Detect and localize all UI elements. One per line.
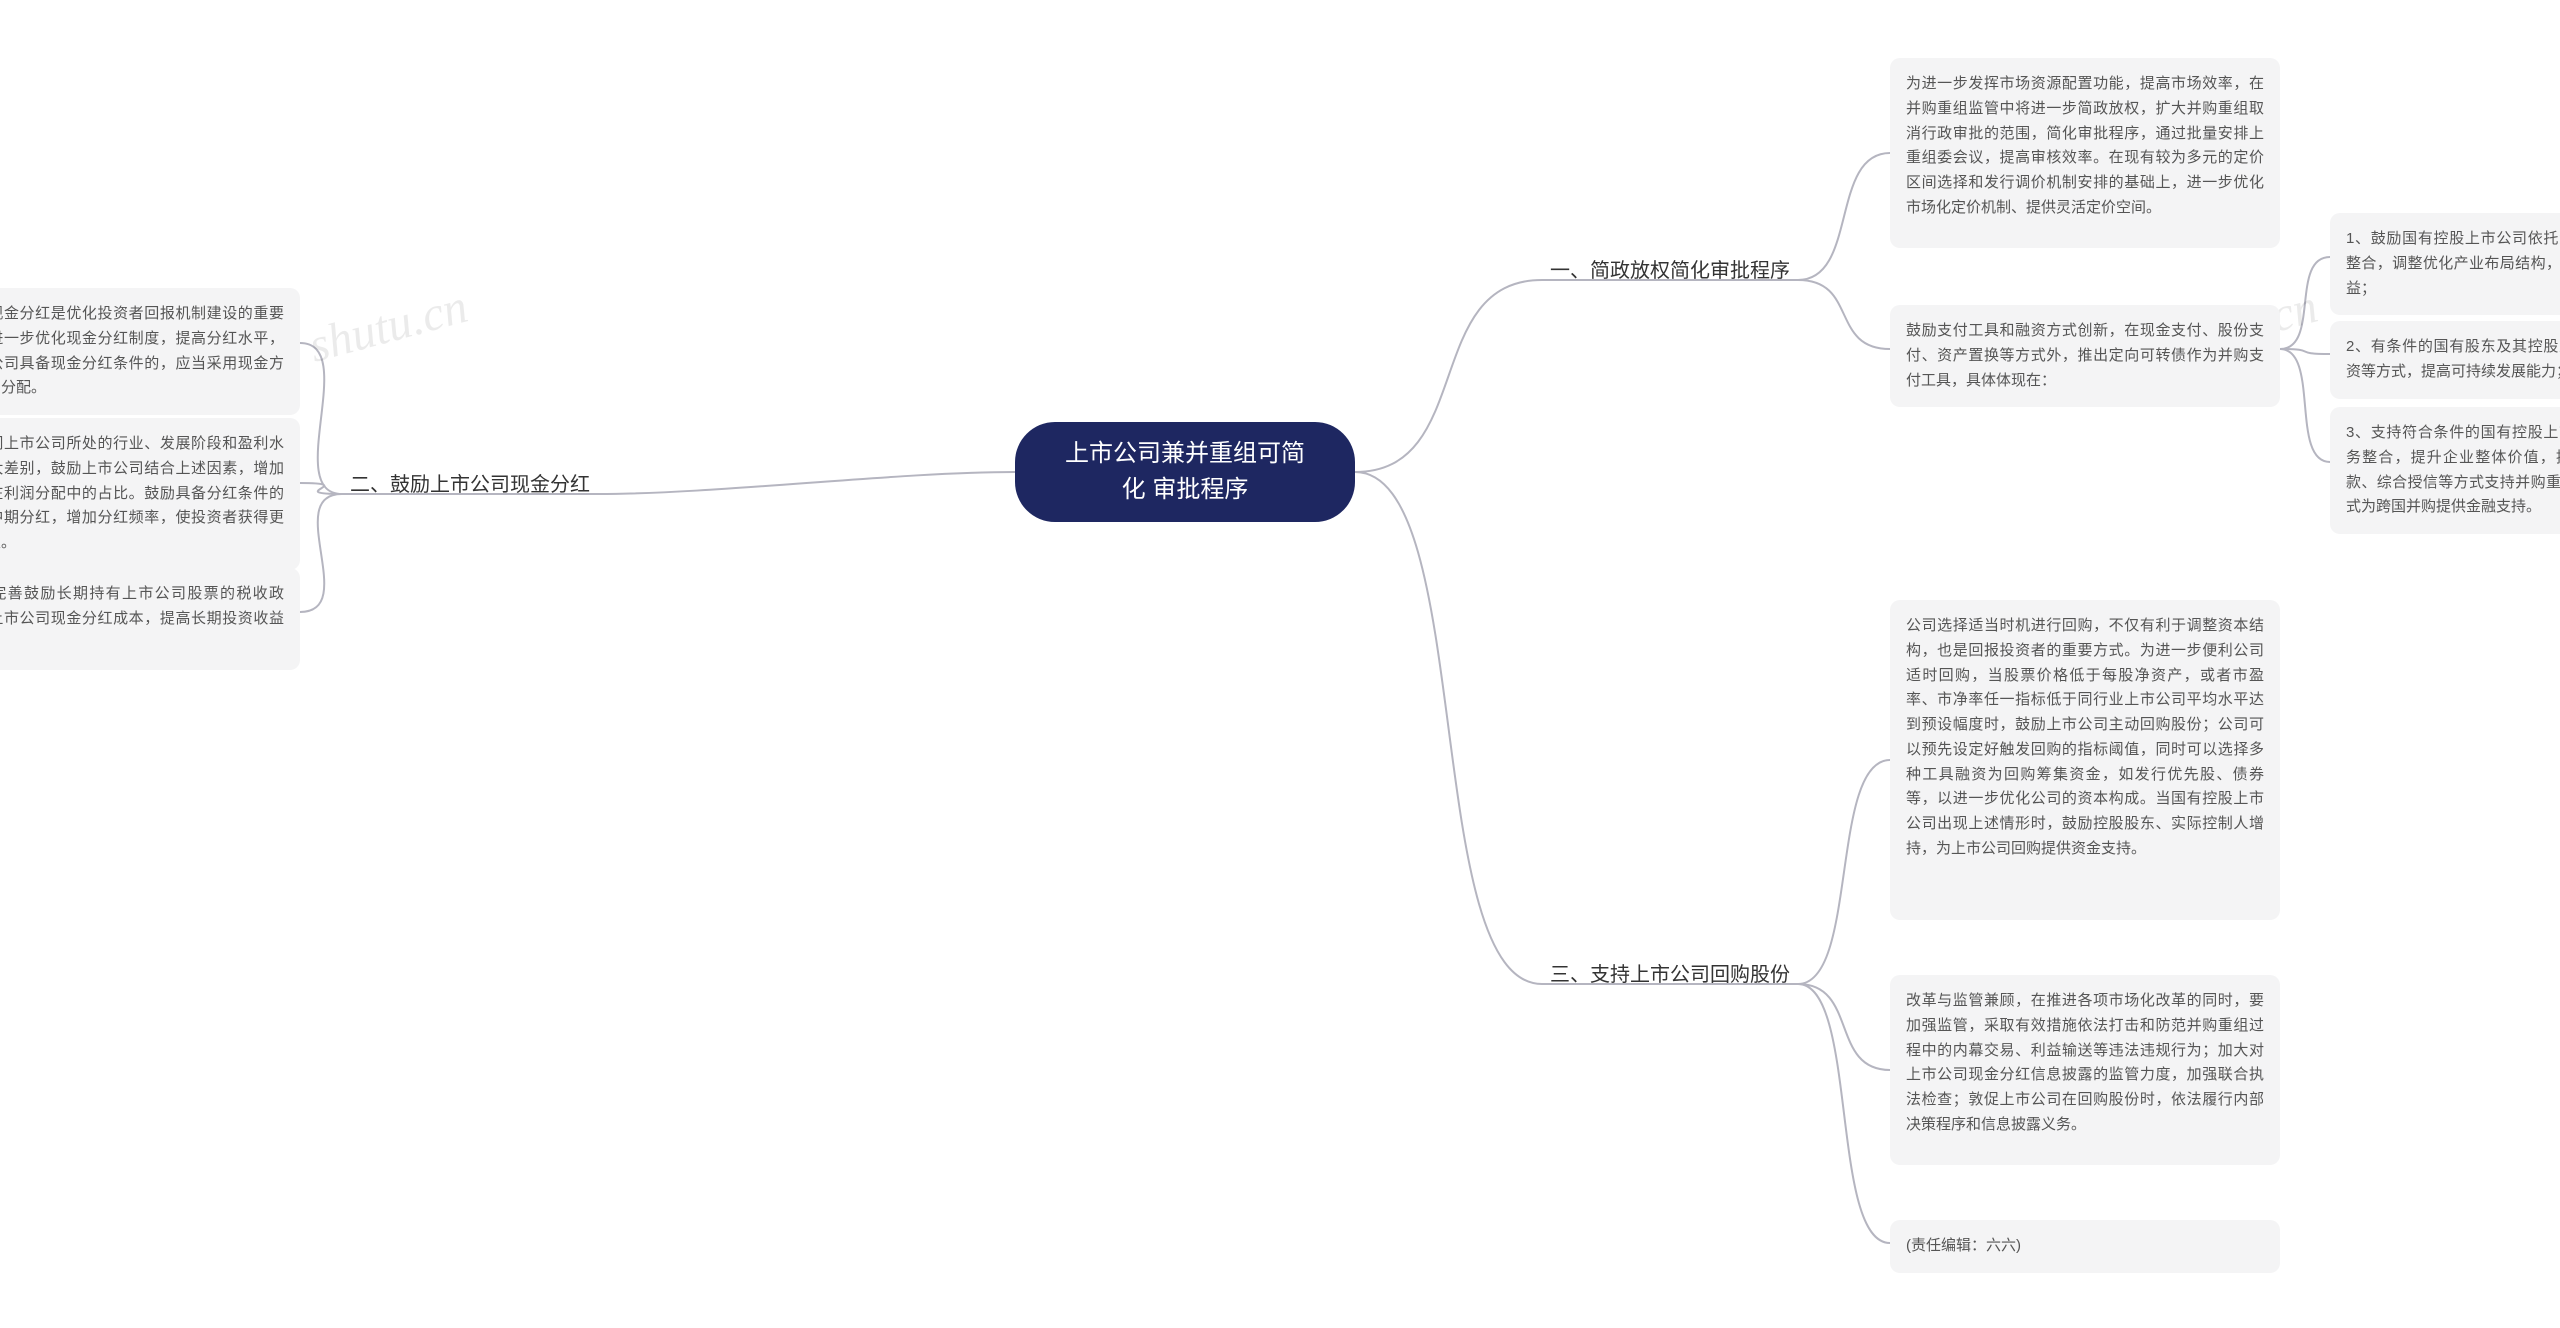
leaf-node: 同时，要完善鼓励长期持有上市公司股票的税收政策，降低上市公司现金分红成本，提高长… xyxy=(0,568,300,670)
leaf-node: 2、有条件的国有股东及其控股上市公司要通过注资等方式，提高可持续发展能力； xyxy=(2330,321,2560,399)
leaf-node: 鼓励支付工具和融资方式创新，在现金支付、股份支付、资产置换等方式外，推出定向可转… xyxy=(1890,305,2280,407)
leaf-node: 3、支持符合条件的国有控股上市公司通过内部业务整合，提升企业整体价值，推动银行以… xyxy=(2330,407,2560,534)
branch-label: 一、简政放权简化审批程序 xyxy=(1550,246,1790,291)
branch-label: 二、鼓励上市公司现金分红 xyxy=(350,460,590,505)
leaf-node: 1、鼓励国有控股上市公司依托资本市场加强资源整合，调整优化产业布局结构，提高发展… xyxy=(2330,213,2560,315)
leaf-node: 为进一步发挥市场资源配置功能，提高市场效率，在并购重组监管中将进一步简政放权，扩… xyxy=(1890,58,2280,248)
leaf-node: (责任编辑：六六) xyxy=(1890,1220,2280,1273)
center-node: 上市公司兼并重组可简化 审批程序 xyxy=(1015,422,1355,522)
branch-label: 三、支持上市公司回购股份 xyxy=(1550,950,1790,995)
leaf-node: 上市公司现金分红是优化投资者回报机制建设的重要内容。为进一步优化现金分红制度，提… xyxy=(0,288,300,415)
leaf-node: 公司选择适当时机进行回购，不仅有利于调整资本结构，也是回报投资者的重要方式。为进… xyxy=(1890,600,2280,920)
leaf-node: 考虑到不同上市公司所处的行业、发展阶段和盈利水平存在较大差别，鼓励上市公司结合上… xyxy=(0,418,300,570)
center-text: 上市公司兼并重组可简化 审批程序 xyxy=(1059,436,1311,508)
leaf-node: 改革与监管兼顾，在推进各项市场化改革的同时，要加强监管，采取有效措施依法打击和防… xyxy=(1890,975,2280,1165)
